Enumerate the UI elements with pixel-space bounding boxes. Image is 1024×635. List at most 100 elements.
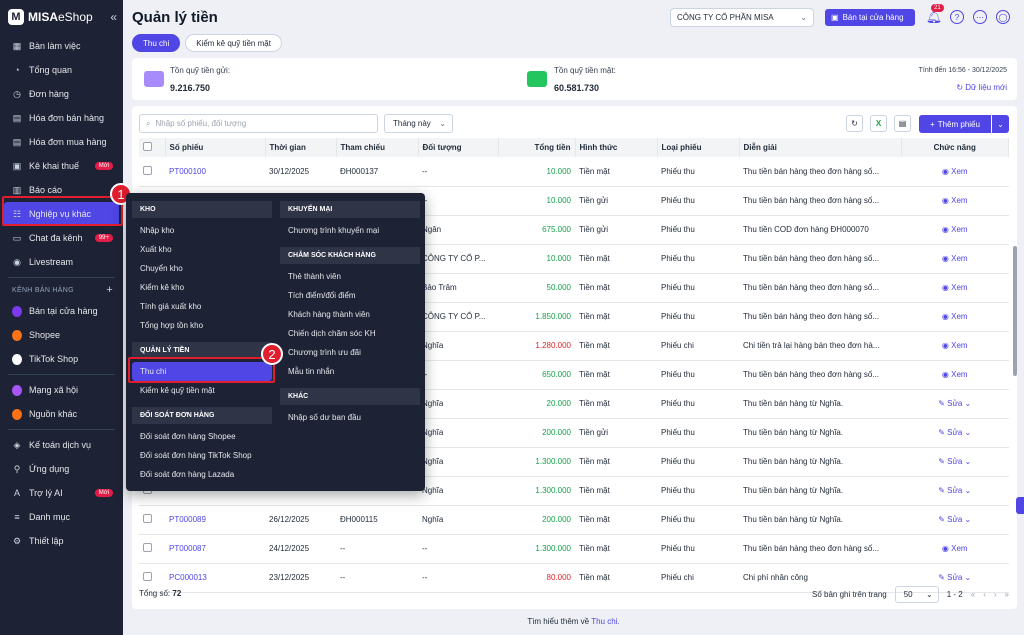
sidebar-item[interactable]: ☷ Nghiệp vụ khác bbox=[4, 202, 119, 226]
table-row[interactable]: PC000013 23/12/2025 -- -- 80.000 Tiền mặt Phiế… bbox=[139, 563, 1009, 593]
menu-item[interactable]: Mẫu tin nhắn bbox=[288, 367, 335, 376]
row-checkbox[interactable] bbox=[143, 572, 152, 581]
sidebar-item[interactable]: Mạng xã hội bbox=[0, 378, 123, 402]
voucher-code[interactable]: PC000013 bbox=[165, 563, 265, 593]
menu-item[interactable]: Đối soát đơn hàng TikTok Shop bbox=[140, 451, 252, 460]
edit-link[interactable]: Sửa bbox=[947, 573, 963, 582]
view-link[interactable]: Xem bbox=[951, 544, 968, 553]
row-checkbox[interactable] bbox=[143, 165, 152, 175]
reload-icon[interactable]: ↻ bbox=[846, 115, 863, 132]
menu-item[interactable]: Tích điểm/đổi điểm bbox=[288, 291, 356, 300]
table-row[interactable]: PT000087 24/12/2025 -- -- 1.300.000 Tiền mặt P… bbox=[139, 534, 1009, 564]
add-channel-icon[interactable]: + bbox=[106, 284, 113, 296]
learn-more-link[interactable]: Thu chi. bbox=[591, 617, 620, 626]
menu-item[interactable]: Khách hàng thành viên bbox=[288, 310, 370, 319]
last-page-icon[interactable]: » bbox=[1004, 590, 1009, 599]
chevron-down-icon[interactable]: ⌄ bbox=[962, 428, 972, 437]
col-header[interactable]: Số phiếu bbox=[165, 138, 266, 157]
menu-item[interactable]: Đối soát đơn hàng Shopee bbox=[140, 432, 236, 441]
menu-item[interactable]: Tổng hợp tồn kho bbox=[140, 321, 204, 330]
view-link[interactable]: Xem bbox=[951, 225, 968, 234]
view-link[interactable]: Xem bbox=[951, 370, 968, 379]
excel-export-icon[interactable]: X bbox=[870, 115, 887, 132]
view-link[interactable]: Xem bbox=[951, 166, 968, 176]
chevron-down-icon[interactable]: ⌄ bbox=[962, 515, 972, 524]
sidebar-item[interactable]: ▤ Hóa đơn bán hàng bbox=[0, 106, 123, 130]
sidebar-item[interactable]: ≡ Danh mục bbox=[0, 505, 123, 529]
menu-item[interactable]: Kiểm kê quỹ tiền mặt bbox=[140, 386, 215, 395]
more-icon[interactable]: ⋯ bbox=[973, 10, 987, 24]
select-all-checkbox[interactable] bbox=[143, 142, 152, 151]
menu-item[interactable]: Chương trình khuyến mại bbox=[288, 226, 380, 235]
sidebar-item[interactable]: Nguồn khác bbox=[0, 402, 123, 426]
col-header[interactable]: Tổng tiền bbox=[498, 138, 576, 157]
add-voucher-dropdown[interactable]: ⌄ bbox=[992, 115, 1009, 133]
sidebar-item[interactable]: A Trợ lý AI Mới bbox=[0, 481, 123, 505]
view-link[interactable]: Xem bbox=[951, 341, 968, 350]
table-scrollbar[interactable] bbox=[1013, 246, 1017, 376]
row-checkbox[interactable] bbox=[143, 543, 152, 552]
help-icon[interactable]: ? bbox=[950, 10, 964, 24]
chevron-down-icon[interactable]: ⌄ bbox=[962, 486, 972, 495]
menu-item[interactable]: Đối soát đơn hàng Lazada bbox=[140, 470, 235, 479]
refresh-data-link[interactable]: ↻ Dữ liệu mới bbox=[956, 83, 1007, 92]
voucher-code[interactable]: PT000089 bbox=[165, 505, 265, 535]
col-header[interactable]: Tham chiếu bbox=[336, 138, 419, 157]
menu-item[interactable]: Kiểm kê kho bbox=[140, 283, 185, 292]
edit-link[interactable]: Sửa bbox=[947, 457, 963, 466]
col-header[interactable]: Diễn giải bbox=[739, 138, 902, 157]
tab-thu-chi[interactable]: Thu chi bbox=[132, 34, 181, 52]
menu-item[interactable]: Nhập số dư ban đầu bbox=[288, 413, 361, 422]
voucher-code[interactable]: PT000087 bbox=[165, 534, 265, 564]
sidebar-item[interactable]: ⚲ Ứng dụng bbox=[0, 457, 123, 481]
menu-item[interactable]: Chuyển kho bbox=[140, 264, 183, 273]
table-row[interactable]: PT000089 26/12/2025 ĐH000115 Nghĩa 200.000 Ti… bbox=[139, 505, 1009, 535]
collapse-sidebar-icon[interactable]: « bbox=[110, 10, 117, 24]
menu-item[interactable]: Chiến dịch chăm sóc KH bbox=[288, 329, 376, 338]
edit-link[interactable]: Sửa bbox=[947, 486, 963, 495]
sidebar-item[interactable]: ▥ Báo cáo bbox=[0, 178, 123, 202]
col-header[interactable]: Hình thức bbox=[575, 138, 658, 157]
period-select[interactable]: Tháng này ⌄ bbox=[384, 114, 453, 133]
sidebar-item[interactable]: ▣ Kê khai thuế Mới bbox=[0, 154, 123, 178]
logo[interactable]: M MISAeShop « bbox=[0, 0, 123, 34]
menu-item[interactable]: Tính giá xuất kho bbox=[140, 302, 202, 311]
edit-link[interactable]: Sửa bbox=[947, 428, 963, 437]
prev-page-icon[interactable]: ‹ bbox=[983, 590, 986, 599]
store-sale-button[interactable]: ▣ Bán tại cửa hàng bbox=[825, 9, 915, 26]
menu-item[interactable]: Nhập kho bbox=[140, 226, 175, 235]
sidebar-item[interactable]: ▭ Chat đa kênh 99+ bbox=[0, 226, 123, 250]
sidebar-item[interactable]: TikTok Shop bbox=[0, 347, 123, 371]
user-avatar-icon[interactable]: ◯ bbox=[996, 10, 1010, 24]
company-select[interactable]: CÔNG TY CỔ PHẦN MISA ⌄ bbox=[670, 8, 814, 27]
sidebar-item[interactable]: Bán tại cửa hàng bbox=[0, 299, 123, 323]
edit-link[interactable]: Sửa bbox=[947, 515, 963, 524]
sidebar-item[interactable]: Shopee bbox=[0, 323, 123, 347]
chevron-down-icon[interactable]: ⌄ bbox=[962, 399, 972, 408]
menu-item[interactable]: Thẻ thành viên bbox=[288, 272, 341, 281]
page-size-select[interactable]: 50 ⌄ bbox=[894, 586, 939, 603]
sidebar-item[interactable]: ◉ Livestream bbox=[0, 250, 123, 274]
chevron-down-icon[interactable]: ⌄ bbox=[962, 457, 972, 466]
view-link[interactable]: Xem bbox=[951, 283, 968, 292]
first-page-icon[interactable]: « bbox=[970, 590, 976, 599]
tab-kiem-ke-quy[interactable]: Kiểm kê quỹ tiền mặt bbox=[185, 34, 282, 52]
print-icon[interactable]: ▤ bbox=[894, 115, 911, 132]
row-checkbox[interactable] bbox=[143, 514, 152, 523]
menu-item[interactable]: Xuất kho bbox=[140, 245, 172, 254]
sidebar-item[interactable]: ◷ Đơn hàng bbox=[0, 82, 123, 106]
voucher-code[interactable]: PT000100 bbox=[165, 157, 265, 187]
table-row[interactable]: PT000100 30/12/2025 ĐH000137 -- 10.000 Tiền m… bbox=[139, 157, 1009, 187]
col-header[interactable]: Đối tượng bbox=[418, 138, 499, 157]
sidebar-item[interactable]: ◈ Kế toán dịch vụ bbox=[0, 433, 123, 457]
sidebar-item[interactable]: ▦ Bàn làm việc bbox=[0, 34, 123, 58]
chevron-down-icon[interactable]: ⌄ bbox=[962, 573, 972, 582]
view-link[interactable]: Xem bbox=[951, 196, 968, 205]
col-header[interactable]: Loại phiếu bbox=[657, 138, 740, 157]
add-voucher-button[interactable]: + Thêm phiếu bbox=[919, 115, 991, 133]
edit-link[interactable]: Sửa bbox=[947, 399, 963, 408]
search-input[interactable]: ⌕ Nhập số phiếu, đối tượng bbox=[139, 114, 378, 133]
next-page-icon[interactable]: › bbox=[993, 590, 997, 599]
sidebar-item[interactable]: ◔ Tổng quan bbox=[0, 58, 123, 82]
sidebar-item[interactable]: ▤ Hóa đơn mua hàng bbox=[0, 130, 123, 154]
